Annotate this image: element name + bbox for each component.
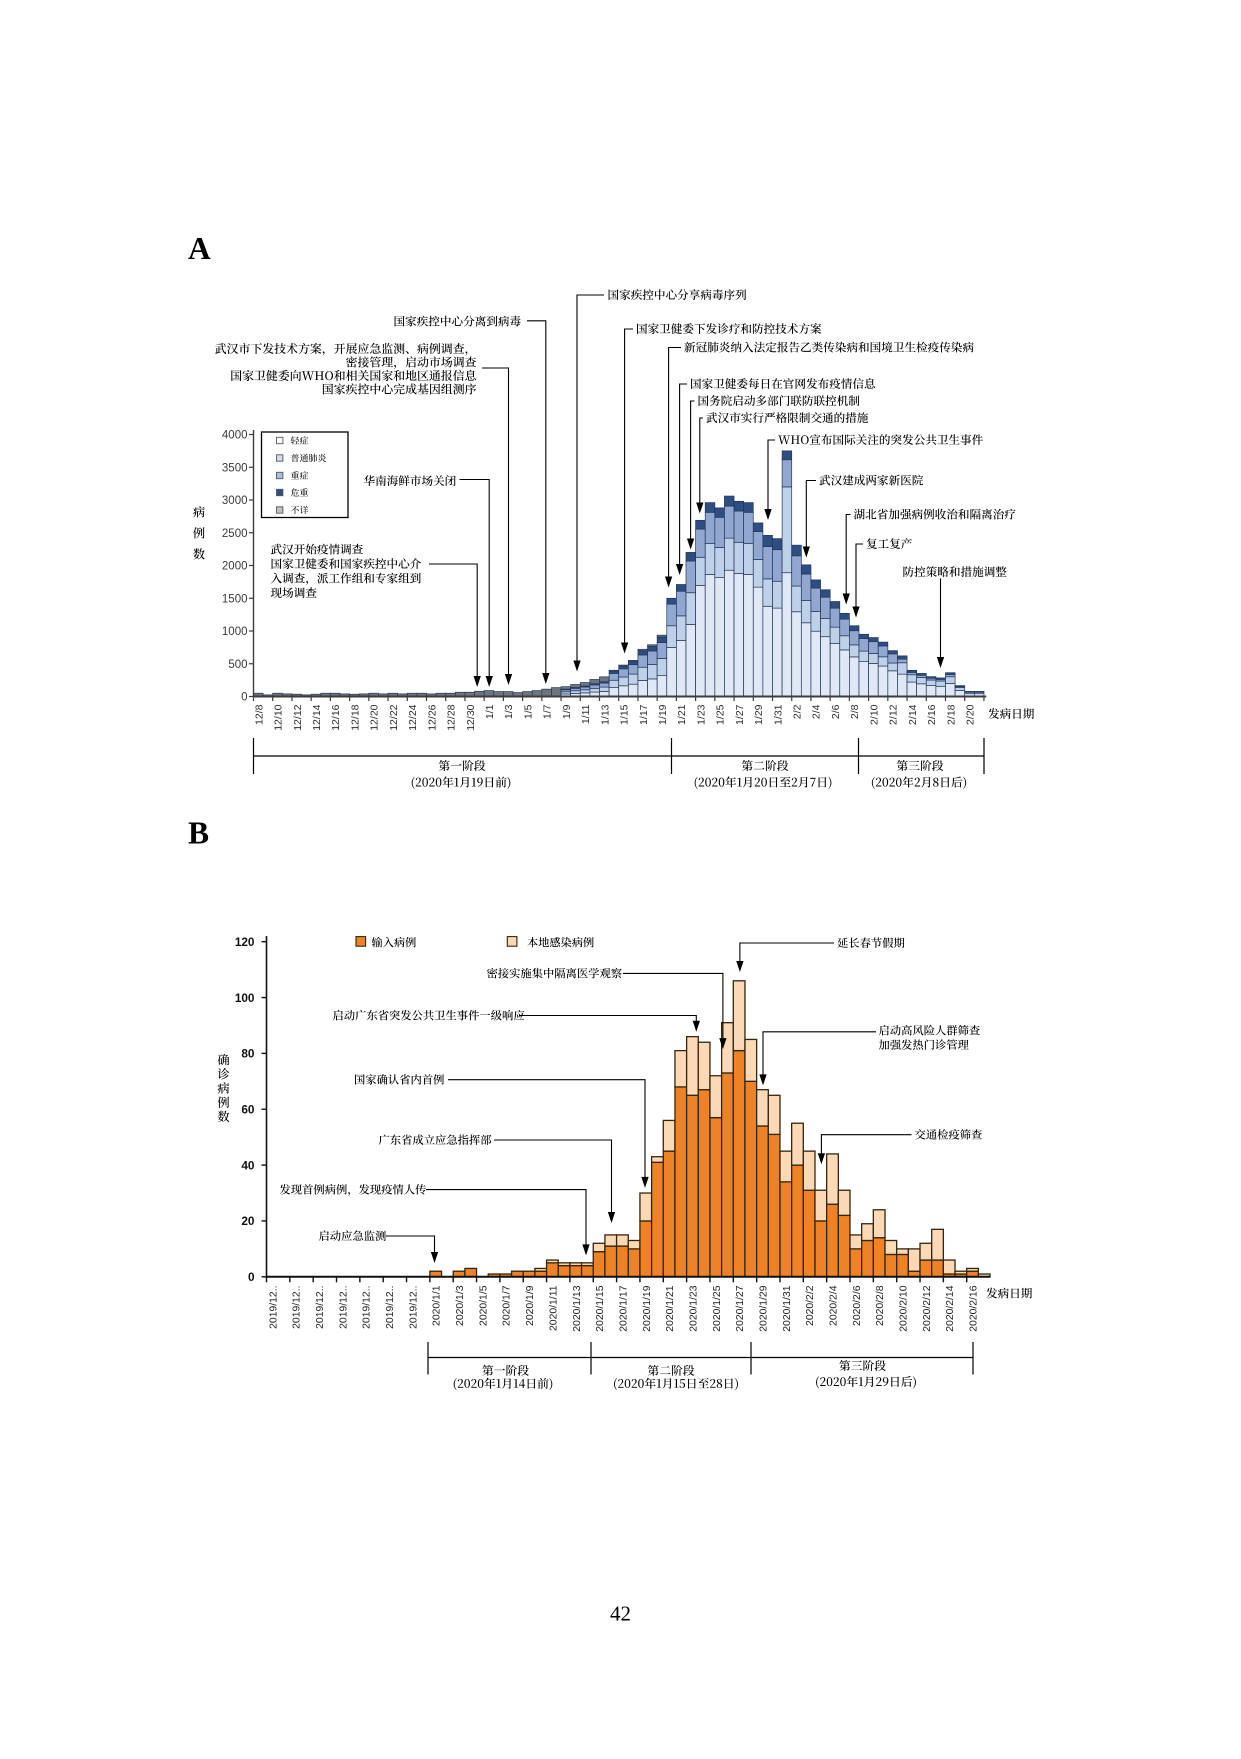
svg-text:1/29: 1/29	[753, 704, 765, 725]
svg-text:1/9: 1/9	[561, 704, 573, 719]
svg-text:2019/12..: 2019/12..	[362, 1286, 373, 1329]
svg-text:20: 20	[241, 1214, 255, 1228]
svg-text:42: 42	[610, 1602, 631, 1626]
svg-text:2/4: 2/4	[811, 704, 823, 719]
svg-text:1/15: 1/15	[619, 704, 631, 725]
svg-text:40: 40	[241, 1158, 255, 1172]
svg-text:12/26: 12/26	[426, 704, 438, 730]
svg-text:500: 500	[228, 659, 247, 671]
svg-text:1/23: 1/23	[695, 704, 707, 725]
svg-text:2/20: 2/20	[965, 704, 977, 725]
svg-text:2019/12..: 2019/12..	[338, 1286, 349, 1329]
svg-text:2019/12..: 2019/12..	[315, 1286, 326, 1329]
svg-text:2500: 2500	[222, 528, 248, 540]
svg-text:1/19: 1/19	[657, 704, 669, 725]
svg-text:1500: 1500	[222, 593, 248, 605]
svg-text:1/21: 1/21	[676, 704, 688, 725]
svg-text:2020/1/13: 2020/1/13	[572, 1285, 583, 1331]
svg-text:2019/12..: 2019/12..	[385, 1286, 396, 1329]
svg-text:1000: 1000	[222, 626, 248, 638]
svg-text:0: 0	[248, 1270, 255, 1284]
svg-text:2/10: 2/10	[868, 704, 880, 725]
svg-text:2019/12..: 2019/12..	[268, 1286, 279, 1329]
svg-text:120: 120	[235, 935, 255, 949]
svg-text:12/30: 12/30	[465, 704, 477, 730]
svg-text:80: 80	[241, 1047, 255, 1061]
svg-text:2019/12..: 2019/12..	[408, 1286, 419, 1329]
svg-text:1/13: 1/13	[599, 704, 611, 725]
svg-text:12/24: 12/24	[407, 704, 419, 730]
svg-text:2/6: 2/6	[830, 704, 842, 719]
svg-text:2020/1/31: 2020/1/31	[782, 1285, 793, 1331]
svg-text:2020/2/16: 2020/2/16	[969, 1285, 980, 1331]
svg-text:2020/1/29: 2020/1/29	[758, 1285, 769, 1331]
svg-text:12/10: 12/10	[273, 704, 285, 730]
svg-text:2020/2/10: 2020/2/10	[899, 1285, 910, 1331]
svg-text:2020/1/9: 2020/1/9	[525, 1285, 536, 1326]
svg-text:A: A	[188, 231, 211, 266]
svg-text:2000: 2000	[222, 561, 248, 573]
svg-text:2020/1/21: 2020/1/21	[665, 1285, 676, 1331]
svg-text:2/2: 2/2	[792, 704, 804, 719]
svg-text:2019/12..: 2019/12..	[292, 1286, 303, 1329]
svg-text:2020/2/6: 2020/2/6	[852, 1285, 863, 1326]
svg-text:2020/1/27: 2020/1/27	[735, 1285, 746, 1331]
svg-text:2020/1/15: 2020/1/15	[595, 1285, 606, 1331]
svg-text:1/31: 1/31	[772, 704, 784, 725]
svg-text:2020/2/12: 2020/2/12	[922, 1285, 933, 1331]
svg-text:B: B	[188, 816, 209, 851]
svg-text:1/5: 1/5	[522, 704, 534, 719]
svg-text:3500: 3500	[222, 462, 248, 474]
svg-text:2020/1/5: 2020/1/5	[478, 1285, 489, 1326]
svg-text:1/3: 1/3	[503, 704, 515, 719]
svg-text:2020/2/8: 2020/2/8	[875, 1285, 886, 1326]
svg-text:2020/1/11: 2020/1/11	[548, 1285, 559, 1331]
svg-text:12/12: 12/12	[292, 704, 304, 730]
svg-text:2020/2/4: 2020/2/4	[829, 1285, 840, 1326]
svg-text:2020/1/19: 2020/1/19	[642, 1285, 653, 1331]
svg-text:2020/1/17: 2020/1/17	[618, 1285, 629, 1331]
svg-text:12/20: 12/20	[369, 704, 381, 730]
svg-text:2/8: 2/8	[849, 704, 861, 719]
svg-text:2020/2/14: 2020/2/14	[945, 1285, 956, 1331]
svg-text:12/22: 12/22	[388, 704, 400, 730]
svg-text:3000: 3000	[222, 495, 248, 507]
svg-text:1/17: 1/17	[638, 704, 650, 725]
svg-text:2/16: 2/16	[926, 704, 938, 725]
svg-text:60: 60	[241, 1102, 255, 1116]
svg-text:2020/1/25: 2020/1/25	[712, 1285, 723, 1331]
svg-text:12/14: 12/14	[311, 704, 323, 730]
svg-text:2/12: 2/12	[888, 704, 900, 725]
svg-text:2020/2/2: 2020/2/2	[805, 1285, 816, 1326]
svg-text:1/1: 1/1	[484, 704, 496, 719]
svg-text:12/18: 12/18	[349, 704, 361, 730]
svg-text:1/27: 1/27	[734, 704, 746, 725]
svg-text:0: 0	[241, 692, 247, 704]
svg-text:4000: 4000	[222, 430, 248, 442]
svg-text:2020/1/23: 2020/1/23	[688, 1285, 699, 1331]
svg-text:1/7: 1/7	[542, 704, 554, 719]
svg-text:2/14: 2/14	[907, 704, 919, 725]
svg-text:12/28: 12/28	[446, 704, 458, 730]
svg-text:12/8: 12/8	[253, 704, 265, 725]
svg-text:1/11: 1/11	[580, 704, 592, 724]
svg-text:2/18: 2/18	[945, 704, 957, 725]
svg-text:2020/1/3: 2020/1/3	[455, 1285, 466, 1326]
svg-text:2020/1/1: 2020/1/1	[432, 1285, 443, 1326]
svg-text:1/25: 1/25	[715, 704, 727, 725]
svg-text:2020/1/7: 2020/1/7	[502, 1285, 513, 1326]
svg-text:12/16: 12/16	[330, 704, 342, 730]
svg-text:100: 100	[235, 991, 255, 1005]
